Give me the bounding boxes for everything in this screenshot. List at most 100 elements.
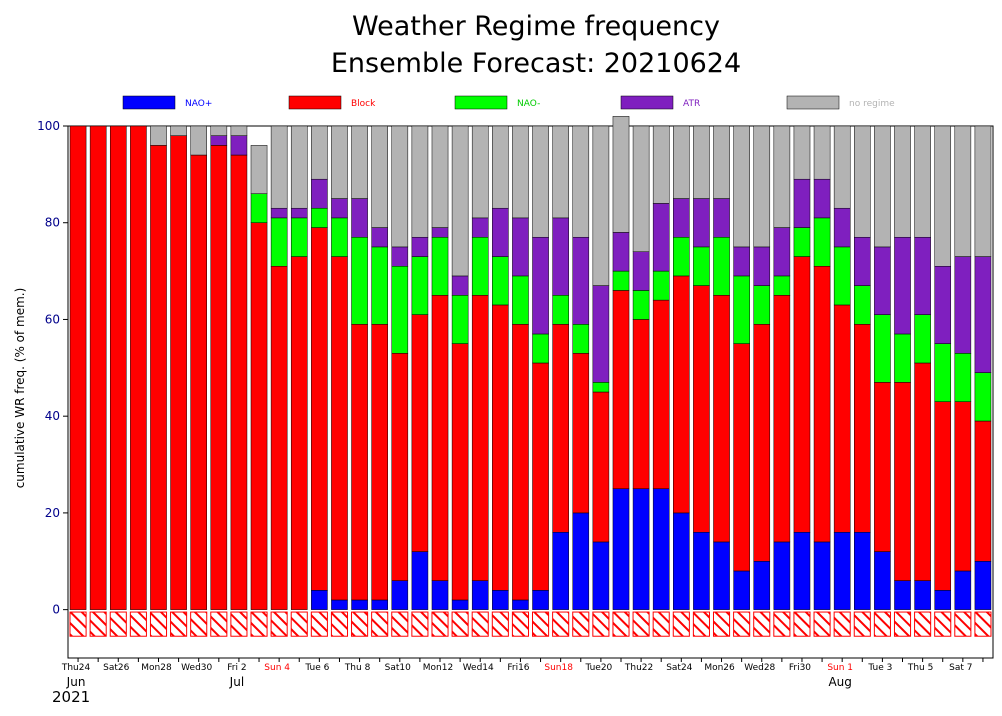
hatched-marker-34 bbox=[753, 611, 771, 637]
bar-segment-nao--29 bbox=[652, 488, 670, 610]
bar-segment-atr-28 bbox=[632, 251, 650, 291]
hatched-marker-5 bbox=[170, 611, 188, 637]
bar-segment-atr-23 bbox=[532, 236, 549, 335]
bar-segment-atr-34 bbox=[753, 246, 771, 286]
bar-segment-nao--21 bbox=[492, 256, 509, 306]
hatched-marker-30 bbox=[672, 611, 690, 637]
bar-segment-no-regime-21 bbox=[492, 125, 509, 209]
hatched-marker-32 bbox=[712, 611, 731, 637]
bar-segment-atr-12 bbox=[311, 178, 328, 209]
bar-segment-block-21 bbox=[492, 304, 509, 591]
legend-label-nao-: NAO+ bbox=[185, 99, 212, 109]
bar-segment-block-19 bbox=[451, 343, 469, 601]
bar-segment-nao--13 bbox=[331, 599, 348, 610]
bar-segment-no-regime-4 bbox=[150, 125, 167, 146]
bar-segment-block-1 bbox=[89, 125, 107, 610]
bar-segment-nao--16 bbox=[391, 266, 409, 354]
bar-segment-no-regime-29 bbox=[652, 125, 670, 204]
x-tick-label-22: Sat 7 bbox=[949, 663, 972, 673]
bar-segment-block-15 bbox=[371, 324, 388, 601]
bar-segment-atr-7 bbox=[210, 135, 228, 146]
x-tick-label-9: Mon12 bbox=[423, 663, 453, 673]
bar-segment-nao--45 bbox=[974, 372, 992, 422]
bar-segment-nao--21 bbox=[492, 590, 509, 610]
x-tick-label-21: Thu 5 bbox=[907, 663, 934, 673]
bar-segment-block-6 bbox=[190, 154, 208, 610]
bar-segment-atr-11 bbox=[290, 207, 308, 219]
hatched-marker-41 bbox=[893, 611, 912, 637]
hatched-marker-33 bbox=[733, 611, 751, 637]
bar-segment-atr-16 bbox=[391, 246, 409, 267]
y-tick-label-40: 40 bbox=[45, 409, 60, 423]
bar-segment-no-regime-23 bbox=[532, 125, 549, 238]
bar-segment-block-3 bbox=[130, 125, 147, 610]
bar-segment-no-regime-28 bbox=[632, 125, 650, 252]
bar-segment-block-31 bbox=[693, 285, 710, 533]
bar-segment-no-regime-25 bbox=[572, 125, 590, 238]
bar-segment-no-regime-5 bbox=[170, 125, 187, 136]
bar-segment-atr-32 bbox=[713, 198, 730, 238]
hatched-marker-44 bbox=[954, 611, 972, 637]
bar-segment-block-9 bbox=[250, 222, 268, 610]
bar-segment-nao--15 bbox=[371, 599, 388, 610]
hatched-marker-15 bbox=[371, 611, 389, 637]
bar-segment-atr-44 bbox=[954, 256, 972, 354]
hatched-marker-29 bbox=[652, 611, 670, 637]
bar-segment-nao--42 bbox=[914, 314, 931, 364]
bar-segment-nao--33 bbox=[733, 570, 750, 610]
hatched-marker-26 bbox=[592, 611, 610, 637]
legend-swatch-atr bbox=[620, 95, 674, 110]
hatched-marker-14 bbox=[351, 611, 369, 637]
bar-segment-nao--33 bbox=[733, 275, 750, 344]
plot-area: 0 20 40 60 80 100 Thu24 Sat26 Mon28 Wed30 Fri 2 Sun… bbox=[37, 116, 994, 706]
bar-segment-atr-13 bbox=[331, 198, 348, 219]
bar-segment-no-regime-26 bbox=[592, 125, 610, 286]
bar-segment-nao--30 bbox=[673, 236, 690, 277]
bar-segment-no-regime-22 bbox=[512, 125, 529, 219]
bar-segment-nao--19 bbox=[451, 295, 469, 344]
x-tick-label-18: Fri30 bbox=[789, 663, 811, 673]
hatched-marker-19 bbox=[451, 611, 469, 637]
bar-segment-block-28 bbox=[632, 319, 650, 489]
bar-segment-no-regime-39 bbox=[854, 125, 871, 238]
bar-segment-atr-39 bbox=[854, 236, 871, 286]
bar-segment-nao--28 bbox=[632, 290, 650, 320]
bar-segment-block-36 bbox=[793, 256, 811, 533]
bar-segment-block-22 bbox=[512, 324, 529, 601]
bar-segment-nao--18 bbox=[431, 236, 449, 296]
hatched-marker-4 bbox=[149, 611, 168, 637]
hatched-marker-37 bbox=[813, 611, 831, 637]
hatched-marker-45 bbox=[974, 611, 992, 637]
bar-segment-nao--22 bbox=[512, 599, 529, 610]
hatched-marker-11 bbox=[290, 611, 308, 637]
bar-segment-block-38 bbox=[833, 304, 851, 533]
hatched-marker-3 bbox=[129, 611, 147, 637]
bar-segment-no-regime-38 bbox=[833, 125, 851, 209]
bar-segment-atr-41 bbox=[894, 236, 911, 335]
x-tick-label-5: Sun 4 bbox=[264, 663, 290, 673]
bar-segment-nao--41 bbox=[894, 333, 911, 383]
x-tick-label-8: Sat10 bbox=[385, 663, 411, 673]
bar-segment-nao--20 bbox=[471, 236, 489, 296]
bar-segment-nao--26 bbox=[592, 541, 610, 610]
bar-segment-nao--34 bbox=[753, 285, 771, 325]
bar-segment-nao--40 bbox=[874, 551, 891, 610]
bar-segment-nao--28 bbox=[632, 488, 650, 610]
bar-segment-atr-37 bbox=[813, 178, 831, 219]
x-tick-label-0: Thu24 bbox=[61, 663, 91, 673]
bar-segment-block-27 bbox=[612, 290, 630, 489]
bar-segment-no-regime-31 bbox=[693, 125, 710, 199]
bar-segment-no-regime-45 bbox=[974, 125, 992, 257]
bar-segment-no-regime-12 bbox=[311, 125, 328, 180]
bar-segment-block-29 bbox=[652, 299, 670, 489]
bar-segment-no-regime-27 bbox=[612, 116, 630, 233]
bar-segment-nao--31 bbox=[693, 532, 710, 610]
bar-segment-atr-36 bbox=[793, 178, 811, 228]
hatched-marker-2 bbox=[109, 611, 127, 637]
bar-segment-block-11 bbox=[290, 256, 308, 610]
hatched-marker-22 bbox=[511, 611, 529, 637]
bar-segment-nao--14 bbox=[351, 599, 368, 610]
bar-segment-nao--11 bbox=[290, 217, 308, 257]
bar-segment-block-42 bbox=[914, 362, 931, 581]
legend: NAO+ Block NAO- ATR no regime bbox=[122, 95, 895, 110]
